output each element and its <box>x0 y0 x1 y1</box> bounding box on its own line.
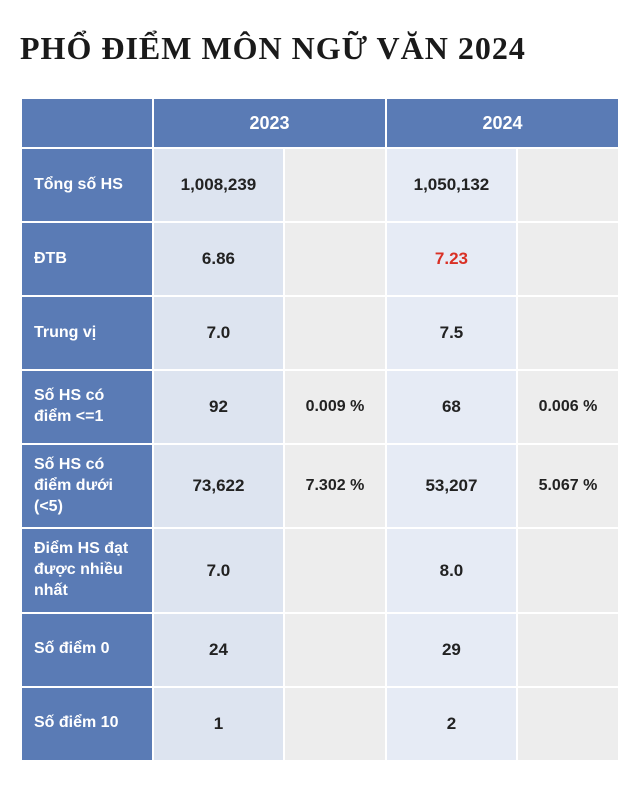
cell-2023-pct: 7.302 % <box>285 445 385 527</box>
cell-2024-val: 53,207 <box>387 445 516 527</box>
cell-2023-pct <box>285 149 385 221</box>
header-empty <box>22 99 152 147</box>
row-label: Số HS có điểm dưới (<5) <box>22 445 152 527</box>
cell-2023-pct: 0.009 % <box>285 371 385 443</box>
cell-2023-pct <box>285 614 385 686</box>
row-label: Số điểm 10 <box>22 688 152 760</box>
cell-2024-val: 8.0 <box>387 529 516 611</box>
cell-2024-pct <box>518 529 618 611</box>
cell-2023-pct <box>285 688 385 760</box>
row-label: ĐTB <box>22 223 152 295</box>
table-row: ĐTB 6.86 7.23 <box>22 223 618 295</box>
cell-2024-pct: 0.006 % <box>518 371 618 443</box>
cell-2023-val: 7.0 <box>154 529 283 611</box>
table-row: Số điểm 10 1 2 <box>22 688 618 760</box>
cell-2023-val: 1,008,239 <box>154 149 283 221</box>
cell-2024-val: 29 <box>387 614 516 686</box>
table-header-row: 2023 2024 <box>22 99 618 147</box>
score-table: 2023 2024 Tổng số HS 1,008,239 1,050,132… <box>20 97 620 762</box>
row-label: Điểm HS đạt được nhiều nhất <box>22 529 152 611</box>
row-label: Số điểm 0 <box>22 614 152 686</box>
cell-2023-pct <box>285 529 385 611</box>
row-label: Số HS có điểm <=1 <box>22 371 152 443</box>
table-row: Số HS có điểm dưới (<5) 73,622 7.302 % 5… <box>22 445 618 527</box>
cell-2024-val: 2 <box>387 688 516 760</box>
cell-2024-pct <box>518 688 618 760</box>
cell-2023-val: 6.86 <box>154 223 283 295</box>
cell-2024-pct <box>518 223 618 295</box>
cell-2024-val: 7.5 <box>387 297 516 369</box>
cell-2023-val: 24 <box>154 614 283 686</box>
cell-2024-pct <box>518 149 618 221</box>
cell-2024-pct <box>518 614 618 686</box>
row-label: Trung vị <box>22 297 152 369</box>
table-row: Tổng số HS 1,008,239 1,050,132 <box>22 149 618 221</box>
cell-2024-pct <box>518 297 618 369</box>
cell-2023-val: 73,622 <box>154 445 283 527</box>
cell-2024-val: 1,050,132 <box>387 149 516 221</box>
cell-2023-val: 92 <box>154 371 283 443</box>
row-label: Tổng số HS <box>22 149 152 221</box>
page-title: PHỔ ĐIỂM MÔN NGỮ VĂN 2024 <box>20 30 620 67</box>
cell-2024-val: 68 <box>387 371 516 443</box>
cell-2023-pct <box>285 297 385 369</box>
cell-2024-val: 7.23 <box>387 223 516 295</box>
header-year-2024: 2024 <box>387 99 618 147</box>
table-row: Số HS có điểm <=1 92 0.009 % 68 0.006 % <box>22 371 618 443</box>
cell-2023-val: 7.0 <box>154 297 283 369</box>
table-row: Trung vị 7.0 7.5 <box>22 297 618 369</box>
cell-2023-pct <box>285 223 385 295</box>
cell-2023-val: 1 <box>154 688 283 760</box>
cell-2024-pct: 5.067 % <box>518 445 618 527</box>
table-row: Số điểm 0 24 29 <box>22 614 618 686</box>
header-year-2023: 2023 <box>154 99 385 147</box>
table-row: Điểm HS đạt được nhiều nhất 7.0 8.0 <box>22 529 618 611</box>
